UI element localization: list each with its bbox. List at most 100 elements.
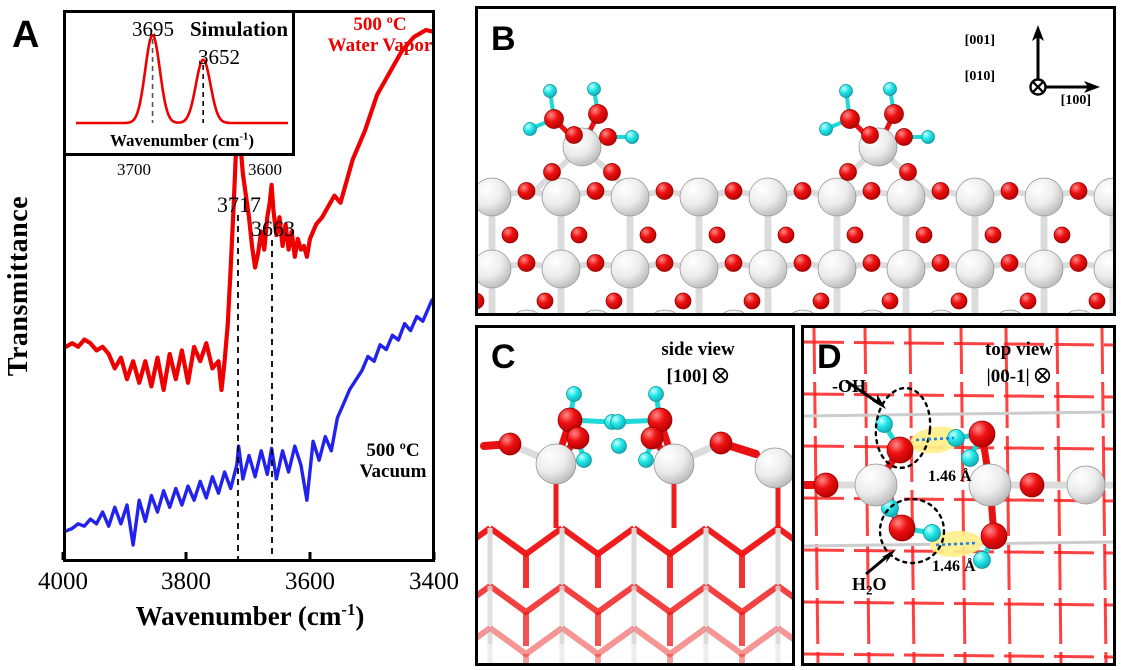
legend-water-vapor-line1: 500 ºC <box>353 14 407 35</box>
inset-peak-label-3652: 3652 <box>198 45 240 69</box>
atom-oxygen <box>674 292 692 310</box>
x-axis-label-close: ) <box>355 601 365 631</box>
atom-oxygen <box>724 182 743 200</box>
h2o-arrow <box>865 549 896 576</box>
atom-oxygen <box>777 226 795 244</box>
atom-oxygen <box>724 254 743 272</box>
panel-d-structure-top-view: D top view |00-1| -OH H2O 1.46 Å 1.46 Å <box>801 325 1116 666</box>
subsurface-wireframe <box>478 474 792 663</box>
annotation-h2o-sub: 2 <box>866 582 873 598</box>
atom-metal <box>748 249 788 289</box>
axis-label-100: [100] <box>1060 93 1091 108</box>
atom-oxygen <box>884 104 904 124</box>
atom-metal <box>886 177 926 217</box>
atom-oxygen <box>886 436 914 464</box>
panel-c-direction-text: [100] <box>666 366 708 387</box>
atom-oxygen <box>603 163 621 181</box>
distance-label-1: 1.46 Å <box>928 468 972 485</box>
panel-d-crystal-structure <box>804 328 1113 663</box>
atom-metal <box>955 177 995 217</box>
axis-label-010: [010] <box>964 69 995 84</box>
atom-metal <box>1093 249 1113 289</box>
wireframe-bond <box>776 625 792 642</box>
wireframe-bond <box>560 625 636 658</box>
atom-oxygen <box>812 292 830 310</box>
atom-metal <box>1024 177 1064 217</box>
atom-metal <box>1068 309 1090 313</box>
atom-oxygen <box>543 163 561 181</box>
panel-c-title: side view <box>661 339 735 360</box>
atom-oxygen <box>968 420 996 448</box>
atom-group <box>498 386 792 489</box>
peak-label-3663: 3663 <box>251 216 295 241</box>
atom-oxygen <box>931 182 950 200</box>
wireframe-bond <box>560 525 636 558</box>
atom-oxygen <box>1053 226 1071 244</box>
atom-oxygen <box>862 182 881 200</box>
wireframe-bond <box>488 625 564 658</box>
wireframe-bond <box>704 625 780 658</box>
atom-metal <box>930 309 952 313</box>
bond-network <box>480 391 792 472</box>
atom-metal <box>792 309 814 313</box>
atom-oxygen <box>498 432 522 456</box>
xtick-label-3400: 3400 <box>409 568 459 595</box>
atom-hydrogen <box>921 130 935 144</box>
right-arrow-icon <box>1084 81 1100 93</box>
panel-c-direction: [100] <box>618 366 778 388</box>
atom-oxygen <box>793 182 812 200</box>
inset-plot-svg <box>75 33 289 125</box>
atom-hydrogen <box>543 84 557 98</box>
into-page-icon <box>1035 367 1051 384</box>
atom-metal <box>1093 177 1113 217</box>
lattice-line-horizontal <box>804 444 1113 451</box>
wireframe-bond <box>488 525 564 558</box>
lattice-line-grey <box>804 410 1113 418</box>
atom-hydrogen <box>638 452 654 468</box>
legend-water-vapor: 500 ºC Water Vapor <box>305 14 455 57</box>
atom-hydrogen <box>587 82 601 96</box>
crystal-axis-indicator <box>1029 25 1100 96</box>
panel-d-direction-text: |00-1| <box>986 366 1030 387</box>
inset-peak-label-3695: 3695 <box>132 17 174 41</box>
atom-metal <box>817 177 857 217</box>
atom-oxygen <box>915 226 933 244</box>
atom-metal <box>999 309 1021 313</box>
atom-oxygen <box>899 163 917 181</box>
wireframe-bond <box>488 583 564 616</box>
atom-hydrogen <box>611 438 627 454</box>
lattice-line-vertical <box>959 328 967 663</box>
atom-oxygen <box>586 182 605 200</box>
wireframe-bond <box>776 525 792 542</box>
annotation-h2o-tail: O <box>872 574 887 594</box>
inset-title: Simulation <box>189 17 289 41</box>
atom-hydrogen <box>973 551 991 569</box>
atom-metal <box>679 249 719 289</box>
lattice-line-horizontal <box>804 652 1113 659</box>
curve-vacuum <box>66 298 432 547</box>
atom-oxygen <box>862 254 881 272</box>
xtick-label-4000: 4000 <box>38 568 88 595</box>
wireframe-bond <box>560 583 636 616</box>
atom-oxygen <box>980 522 1008 550</box>
atom-metal <box>535 443 577 485</box>
atom-metal <box>654 309 676 313</box>
into-page-icon <box>713 367 729 384</box>
axis-label-001: [001] <box>964 33 995 48</box>
atom-metal <box>955 249 995 289</box>
annotation-oh: -OH <box>832 376 866 396</box>
atom-group <box>478 82 1113 313</box>
atom-hydrogen <box>819 122 833 136</box>
hbond-dotted-1 <box>915 436 955 442</box>
atom-oxygen <box>846 226 864 244</box>
atom-oxygen <box>570 226 588 244</box>
into-page-icon <box>1029 78 1047 96</box>
panel-c-crystal-structure <box>478 386 792 663</box>
atom-oxygen <box>544 109 564 129</box>
atom-oxygen <box>639 226 657 244</box>
panel-d-title: top view <box>984 339 1054 360</box>
lattice-line-vertical <box>1055 328 1063 663</box>
inset-x-axis-close: ) <box>248 131 254 150</box>
wireframe-bond <box>704 525 780 558</box>
atom-oxygen <box>1088 292 1106 310</box>
